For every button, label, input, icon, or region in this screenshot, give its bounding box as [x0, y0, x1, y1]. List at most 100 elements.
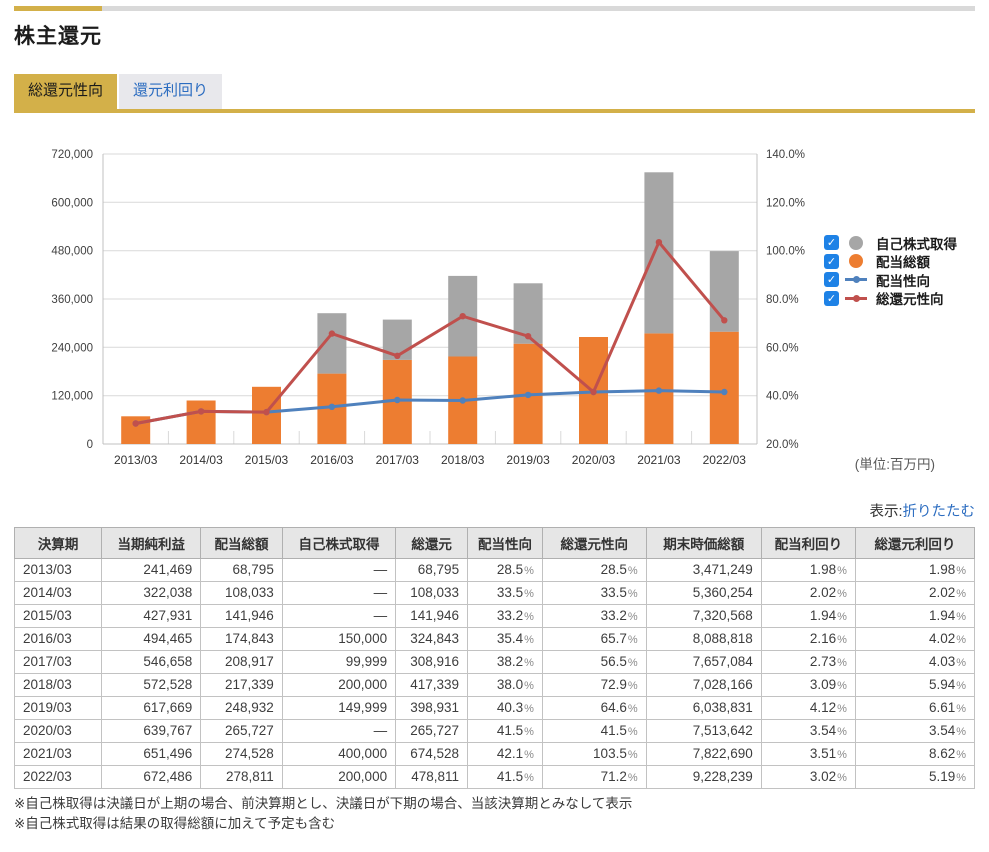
x-axis-label: 2014/03: [179, 453, 223, 467]
table-cell: 65.7%: [541, 626, 647, 651]
x-axis-label: 2016/03: [310, 453, 354, 467]
table-cell: 7,320,568: [645, 603, 762, 628]
line-marker: [132, 419, 139, 427]
legend-label: 総還元性向: [876, 292, 944, 308]
line-marker: [459, 396, 466, 404]
table-cell: 674,528: [395, 741, 469, 766]
table-cell: 8,088,818: [645, 626, 762, 651]
column-header: 総還元利回り: [854, 526, 976, 559]
table-cell: 241,469: [101, 557, 202, 582]
series-color-dot: [849, 254, 863, 269]
table-cell: 200,000: [281, 672, 397, 697]
percent-sign: %: [627, 726, 638, 739]
table-cell: 41.5%: [467, 764, 543, 789]
table-header-row: 決算期 当期純利益 配当総額 自己株式取得 総還元 配当性向 総還元性向 期末時価総額 配当利回…: [13, 526, 976, 559]
series-color-line: [845, 276, 867, 284]
table-cell: 7,822,690: [645, 741, 762, 766]
table-cell: 9,228,239: [645, 764, 762, 789]
table-cell: —: [281, 580, 397, 605]
table-cell: —: [281, 557, 397, 582]
table-cell: 103.5%: [541, 741, 647, 766]
table-cell: 2016/03: [13, 626, 103, 651]
table-cell: 38.2%: [467, 649, 543, 674]
percent-sign: %: [837, 634, 847, 647]
tab-total-return-ratio[interactable]: 総還元性向: [14, 74, 118, 109]
table-cell: 2015/03: [13, 603, 103, 628]
percent-sign: %: [837, 657, 847, 670]
percent-sign: %: [627, 588, 638, 601]
unit-label: (単位:百万円): [854, 456, 935, 472]
table-cell: 651,496: [101, 741, 202, 766]
legend-checkbox-icon[interactable]: ✓: [824, 290, 839, 306]
table-cell: 33.5%: [467, 580, 543, 605]
tab-return-yield[interactable]: 還元利回り: [119, 74, 223, 109]
percent-sign: %: [627, 772, 638, 785]
percent-sign: %: [627, 657, 638, 670]
table-cell: 149,999: [281, 695, 397, 720]
legend-checkbox-icon[interactable]: ✓: [824, 272, 839, 288]
column-header: 総還元性向: [541, 526, 647, 559]
table-cell: —: [281, 603, 397, 628]
table-cell: 274,528: [200, 741, 283, 766]
legend-checkbox-icon[interactable]: ✓: [824, 235, 839, 251]
chart-area: 720,000 140.0% 600,000 120.0% 480,000 100.0% 3…: [14, 141, 975, 486]
percent-sign: %: [524, 657, 534, 670]
table-cell: 572,528: [101, 672, 202, 697]
table-cell: 4.03%: [854, 649, 976, 674]
right-axis-tick-label: 60.0%: [766, 342, 799, 354]
table-cell: 28.5%: [467, 557, 543, 582]
table-cell: 141,946: [200, 603, 283, 628]
x-axis-label: 2015/03: [245, 453, 289, 467]
table-cell: 248,932: [200, 695, 283, 720]
column-header: 期末時価総額: [645, 526, 762, 559]
bar-dividend-total: [709, 331, 739, 444]
line-marker: [655, 386, 663, 394]
legend-circle-swatch: [845, 254, 867, 269]
tab-bar: 総還元性向 還元利回り: [14, 74, 975, 109]
table-cell: 217,339: [200, 672, 283, 697]
x-axis-label: 2017/03: [376, 453, 420, 467]
table-cell: 672,486: [101, 764, 202, 789]
tab-underline: [14, 108, 975, 113]
legend-checkbox-icon[interactable]: ✓: [824, 253, 839, 269]
line-marker: [655, 238, 663, 245]
table-cell: 4.02%: [854, 626, 976, 651]
table-cell: 72.9%: [541, 672, 647, 697]
percent-sign: %: [524, 680, 534, 693]
percent-sign: %: [837, 772, 847, 785]
table-cell: 1.98%: [854, 557, 976, 582]
table-cell: 2.02%: [760, 580, 856, 605]
series-color-line-dot: [852, 294, 860, 302]
table-cell: 7,028,166: [645, 672, 762, 697]
percent-sign: %: [956, 657, 966, 670]
table-cell: 68,795: [200, 557, 283, 582]
right-axis-tick-label: 140.0%: [766, 149, 805, 161]
legend-item: ✓ 配当総額: [824, 253, 957, 270]
table-cell: 324,843: [395, 626, 469, 651]
percent-sign: %: [956, 565, 966, 578]
table-cell: 546,658: [101, 649, 202, 674]
percent-sign: %: [837, 703, 847, 716]
table-cell: 33.2%: [541, 603, 647, 628]
right-axis-tick-label: 100.0%: [766, 245, 805, 257]
line-marker: [328, 403, 336, 410]
line-marker: [197, 407, 205, 415]
table-row: 2014/03 322,038 108,033—108,033 33.5% 33.5% 5…: [13, 580, 976, 605]
table-cell: 38.0%: [467, 672, 543, 697]
table-cell: 3,471,249: [645, 557, 762, 582]
line-marker: [394, 352, 401, 359]
table-cell: 278,811: [200, 764, 283, 789]
table-row: 2020/03 639,767 265,727—265,727 41.5% 41.5% 7…: [13, 718, 976, 743]
table-cell: 1.94%: [854, 603, 976, 628]
table-row: 2016/03 494,465 174,843 150,000 324,843 35.4%…: [13, 626, 976, 651]
table-cell: 2020/03: [13, 718, 103, 743]
line-marker: [263, 408, 270, 415]
footnotes: ※自己株取得は決議日が上期の場合、前決算期とし、決議日が下期の場合、当該決算期と…: [14, 794, 975, 835]
line-marker: [524, 391, 532, 398]
table-cell: 3.09%: [760, 672, 856, 697]
table-cell: 2013/03: [13, 557, 103, 582]
table-cell: 308,916: [395, 649, 469, 674]
collapse-link[interactable]: 折りたたむ: [902, 503, 976, 520]
table-row: 2022/03 672,486 278,811 200,000 478,811 41.5%…: [13, 764, 976, 789]
left-axis-tick-label: 720,000: [51, 149, 93, 161]
